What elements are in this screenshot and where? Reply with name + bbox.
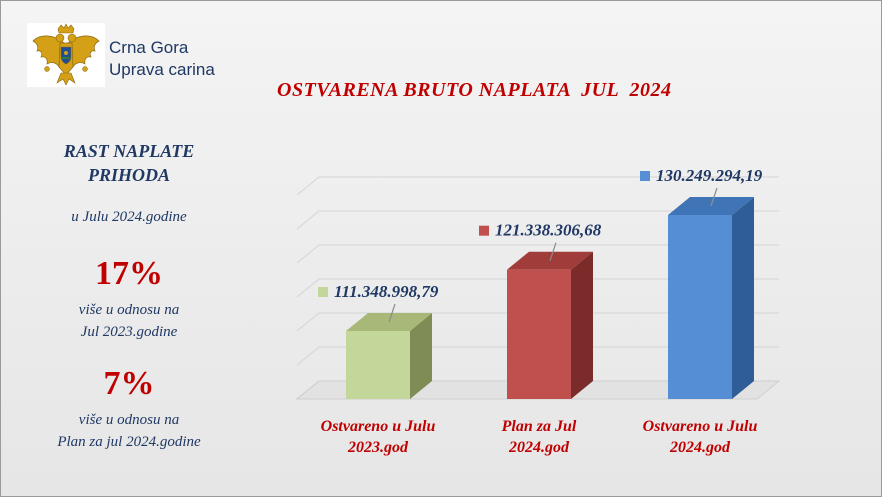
- bar-side: [732, 197, 754, 399]
- growth-vs-plan-desc-line1: više u odnosu na: [78, 412, 180, 428]
- growth-heading-line1: RAST NAPLATE: [63, 141, 195, 161]
- gridline: [296, 312, 779, 332]
- gridline: [296, 244, 779, 264]
- category-label: 2023.god: [347, 439, 409, 456]
- organization-name: Crna Gora Uprava carina: [109, 37, 215, 81]
- gridline: [296, 278, 779, 298]
- data-label: 121.338.306,68: [495, 221, 602, 240]
- bar-front: [346, 331, 410, 399]
- growth-vs-2023-value: 17%: [95, 255, 163, 292]
- bar-front: [668, 215, 732, 399]
- growth-vs-plan-description: više u odnosu na Plan za jul 2024.godine: [19, 409, 239, 453]
- growth-heading-line2: PRIHODA: [87, 165, 170, 185]
- growth-vs-2023-description: više u odnosu na Jul 2023.godine: [19, 299, 239, 343]
- bar-side: [571, 251, 593, 399]
- gridline: [296, 346, 779, 366]
- data-label-marker: [479, 225, 489, 236]
- bar-front: [507, 269, 571, 399]
- bar-2: [507, 251, 593, 399]
- data-label: 111.348.998,79: [334, 282, 439, 301]
- chart-title: OSTVARENA BRUTO NAPLATA JUL 2024: [277, 79, 672, 101]
- category-label: 2024.god: [508, 439, 570, 456]
- data-label-marker: [640, 171, 650, 181]
- growth-vs-plan-value: 7%: [103, 365, 155, 402]
- category-label: Ostvareno u Julu: [643, 418, 758, 435]
- category-label: 2024.god: [669, 439, 731, 456]
- growth-period: u Julu 2024.godine: [71, 209, 187, 225]
- bar-1: [346, 313, 432, 399]
- growth-vs-2023-desc-line1: više u odnosu na: [78, 302, 180, 318]
- data-label: 130.249.294,19: [656, 166, 763, 185]
- montenegro-coat-of-arms-icon: [32, 23, 100, 86]
- data-label-leader: [549, 242, 557, 261]
- growth-vs-plan-desc-line2: Plan za jul 2024.godine: [57, 434, 201, 450]
- bar-3: [668, 197, 754, 399]
- bar-side: [410, 313, 432, 399]
- logo: [27, 23, 105, 87]
- data-label-marker: [318, 287, 328, 297]
- data-label-leader: [710, 187, 718, 207]
- category-label: Plan za Jul: [501, 418, 577, 435]
- org-line-country: Crna Gora: [109, 38, 189, 57]
- gridline: [296, 210, 779, 230]
- category-label: Ostvareno u Julu: [321, 418, 436, 435]
- data-label-leader: [388, 303, 396, 323]
- growth-vs-2023-desc-line2: Jul 2023.godine: [80, 324, 178, 340]
- gridline: [296, 176, 779, 196]
- org-line-agency: Uprava carina: [109, 60, 215, 79]
- growth-heading: RAST NAPLATE PRIHODA: [19, 139, 239, 187]
